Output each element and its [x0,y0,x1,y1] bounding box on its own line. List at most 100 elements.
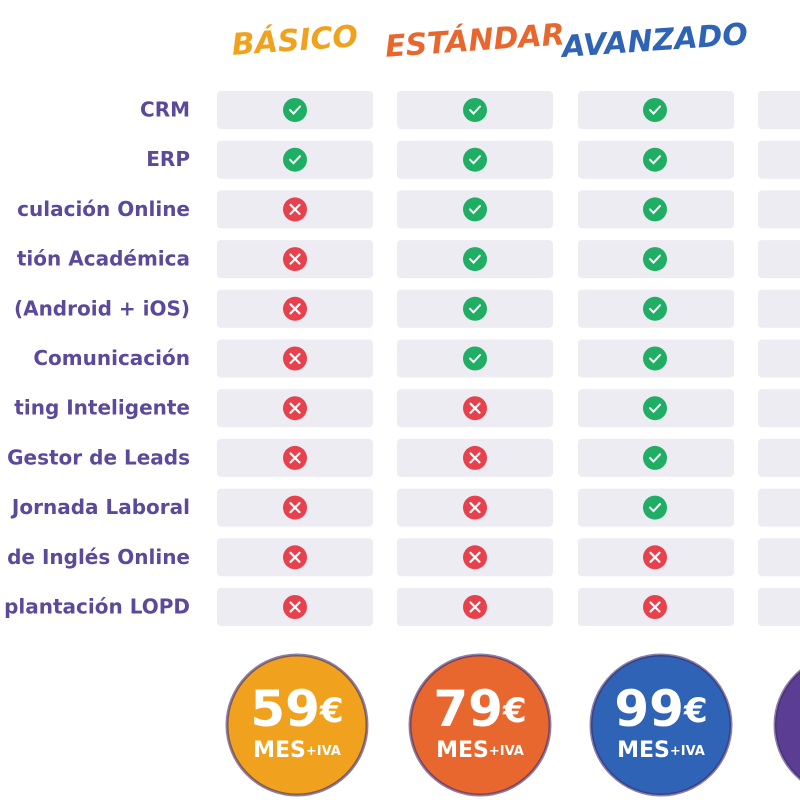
feature-label: Comunicación [33,346,190,370]
price-amount: 99€ [614,680,707,738]
period: MES [617,738,670,763]
cross-mark [469,452,481,464]
cross-mark [289,502,301,514]
icon-bg [643,247,667,272]
feature-cell [758,538,800,577]
cross-mark [469,502,481,514]
icon-bg [643,445,667,470]
icon-bg [463,98,487,122]
cross-mark [469,551,481,563]
icon-bg [283,147,307,172]
feature-cell [758,588,800,626]
check-icon [643,247,667,272]
cross-mark [289,303,301,315]
icon-bg [643,296,667,321]
price-circle [225,653,369,797]
feature-cell [758,438,800,477]
check-mark [649,155,661,165]
check-icon [643,495,667,520]
check-icon [463,346,487,371]
check-mark [649,254,661,265]
icon-bg [463,147,487,172]
check-icon [463,98,487,122]
check-mark [649,453,661,463]
price-amount: 79€ [433,680,526,738]
check-mark [469,304,481,314]
cross-mark [469,601,481,613]
price-number: 79 [433,680,503,738]
icon-bg [643,346,667,371]
feature-cell [758,289,800,328]
cross-icon [283,595,307,619]
check-icon [643,98,667,122]
cross-icon [283,247,307,272]
cross-icon [283,296,307,321]
check-icon [643,296,667,321]
check-mark [469,155,481,165]
icon-bg [643,197,667,222]
check-mark [469,105,481,115]
check-icon [643,147,667,172]
feature-cell [758,339,800,378]
cross-mark [289,352,301,365]
check-mark [649,204,661,215]
cross-icon [283,445,307,470]
cross-mark [469,402,481,414]
feature-label: Gestor de Leads [7,445,190,469]
check-mark [649,105,661,115]
check-mark [649,354,661,364]
cross-mark [289,203,301,215]
tax: +IVA [489,744,524,759]
icon-bg [643,98,667,122]
check-icon [463,147,487,172]
check-icon [283,147,307,172]
feature-cell [758,240,800,279]
cross-mark [649,551,661,563]
check-icon [283,98,307,122]
cross-icon [463,396,487,421]
feature-label: ting Inteligente [14,396,190,420]
price-circle [408,653,552,797]
price-amount: 59€ [250,680,343,738]
tax: +IVA [306,744,341,759]
cross-icon [463,445,487,470]
check-mark [649,304,661,314]
feature-label: ERP [146,147,190,171]
feature-cell [758,91,800,129]
feature-cell [758,190,800,229]
price-currency: € [502,691,527,731]
check-icon [463,247,487,272]
cross-icon [283,545,307,570]
cross-icon [643,545,667,570]
feature-cell [758,140,800,179]
price-currency: € [683,691,708,731]
check-mark [469,354,481,364]
icon-bg [463,346,487,371]
cross-icon [283,346,307,371]
feature-cell [758,488,800,527]
price-circle [773,669,800,781]
cross-mark [289,551,301,563]
cross-mark [289,402,301,414]
icon-bg [463,197,487,222]
tax: +IVA [670,744,705,759]
icon-bg [463,296,487,321]
cross-mark [649,601,661,613]
icon-bg [643,495,667,520]
cross-icon [283,396,307,421]
check-icon [643,197,667,222]
cross-mark [289,601,301,613]
cross-mark [289,253,301,265]
price-number: 59 [250,680,320,738]
check-icon [643,445,667,470]
check-icon [463,296,487,321]
price-currency: € [319,691,344,731]
feature-cell [758,389,800,428]
cross-icon [283,197,307,222]
check-mark [649,503,661,513]
check-icon [643,396,667,421]
cross-icon [463,495,487,520]
period: MES [253,738,306,763]
plan-title: AVANZADO [559,17,749,65]
